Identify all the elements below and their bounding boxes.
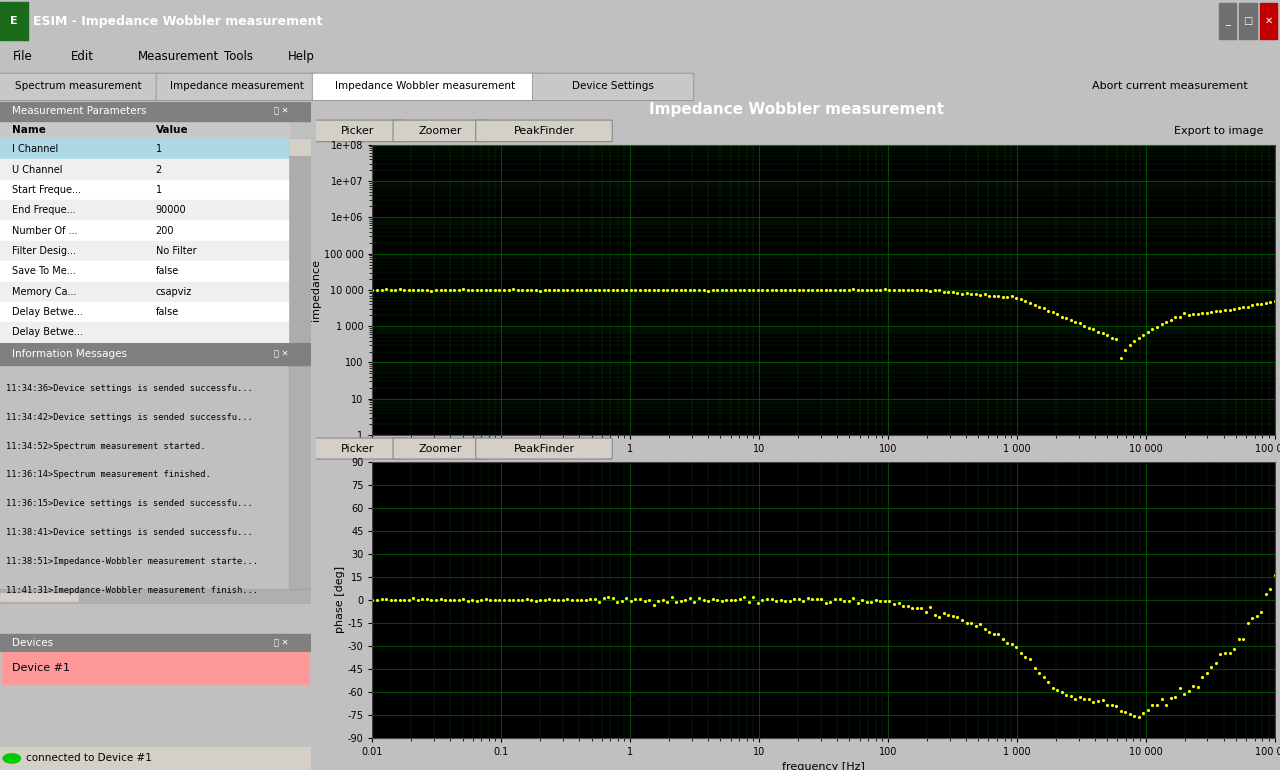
Text: 11:36:15>Device settings is sended successfu...: 11:36:15>Device settings is sended succe… <box>6 499 253 508</box>
Bar <box>1 652 310 684</box>
Text: Start Freque...: Start Freque... <box>13 185 82 195</box>
FancyBboxPatch shape <box>0 73 161 101</box>
Text: U Channel: U Channel <box>13 165 63 175</box>
Text: Number Of ...: Number Of ... <box>13 226 78 236</box>
Text: Abort current measurement: Abort current measurement <box>1092 82 1248 91</box>
Bar <box>0 200 289 220</box>
Text: Impedance Wobbler measurement: Impedance Wobbler measurement <box>335 81 515 91</box>
Text: Device Settings: Device Settings <box>572 81 654 91</box>
Text: 90000: 90000 <box>156 206 186 216</box>
Text: 11:34:42>Device settings is sended successfu...: 11:34:42>Device settings is sended succe… <box>6 413 253 422</box>
Text: End Freque...: End Freque... <box>13 206 76 216</box>
Circle shape <box>3 754 20 763</box>
Bar <box>289 365 311 589</box>
Text: Save To Me...: Save To Me... <box>13 266 77 276</box>
Bar <box>0 179 289 200</box>
Bar <box>1219 3 1236 39</box>
Bar <box>1260 3 1277 39</box>
Text: No Filter: No Filter <box>156 246 196 256</box>
Bar <box>0 589 311 604</box>
Text: 2: 2 <box>156 165 161 175</box>
Bar <box>0 220 289 241</box>
Text: 🗕 ✕: 🗕 ✕ <box>274 107 288 116</box>
Bar <box>289 139 311 343</box>
Text: csapviz: csapviz <box>156 286 192 296</box>
Text: Help: Help <box>288 50 315 63</box>
Bar <box>1239 3 1257 39</box>
X-axis label: frequency [Hz]: frequency [Hz] <box>782 762 865 770</box>
FancyBboxPatch shape <box>310 120 404 142</box>
Bar <box>0 747 311 770</box>
Bar <box>0 593 78 601</box>
FancyBboxPatch shape <box>393 438 488 459</box>
Text: Export to image: Export to image <box>1174 126 1263 136</box>
Text: Name: Name <box>13 125 46 135</box>
Text: Impedance Wobbler measurement: Impedance Wobbler measurement <box>649 102 945 117</box>
Text: File: File <box>13 50 32 63</box>
Y-axis label: phase [deg]: phase [deg] <box>334 566 344 634</box>
Bar <box>0 634 311 651</box>
Text: Zoomer: Zoomer <box>419 444 462 454</box>
Bar <box>0 139 289 159</box>
Bar <box>289 139 311 155</box>
Y-axis label: impedance: impedance <box>311 259 321 321</box>
Text: 🗕 ✕: 🗕 ✕ <box>274 349 288 358</box>
Text: Picker: Picker <box>340 444 374 454</box>
Text: □: □ <box>1243 16 1253 26</box>
FancyBboxPatch shape <box>532 73 694 101</box>
Text: Measurement: Measurement <box>138 50 219 63</box>
Text: 11:38:41>Device settings is sended successfu...: 11:38:41>Device settings is sended succe… <box>6 528 253 537</box>
Bar <box>0 343 311 365</box>
Text: Device #1: Device #1 <box>13 663 70 673</box>
Bar <box>0 102 311 121</box>
Text: false: false <box>156 266 179 276</box>
Text: PeakFinder: PeakFinder <box>513 126 575 136</box>
Text: Tools: Tools <box>224 50 253 63</box>
Text: 200: 200 <box>156 226 174 236</box>
Text: E: E <box>10 16 18 26</box>
Text: false: false <box>156 307 179 317</box>
Text: Measurement Parameters: Measurement Parameters <box>13 106 147 116</box>
Bar <box>0 302 289 323</box>
Text: Picker: Picker <box>340 126 374 136</box>
FancyBboxPatch shape <box>312 73 538 101</box>
Text: I Channel: I Channel <box>13 144 59 154</box>
Text: Delay Betwe...: Delay Betwe... <box>13 307 83 317</box>
Bar <box>0 159 289 179</box>
Text: 1: 1 <box>156 185 161 195</box>
Bar <box>0 121 289 139</box>
FancyBboxPatch shape <box>476 438 612 459</box>
Text: 11:41:31>Imepdance-Wobbler measurement finish...: 11:41:31>Imepdance-Wobbler measurement f… <box>6 585 259 594</box>
Bar <box>0 241 289 261</box>
Text: Filter Desig...: Filter Desig... <box>13 246 77 256</box>
Text: _: _ <box>1225 16 1230 26</box>
FancyBboxPatch shape <box>156 73 317 101</box>
Text: ESIM - Impedance Wobbler measurement: ESIM - Impedance Wobbler measurement <box>33 15 323 28</box>
Text: Memory Ca...: Memory Ca... <box>13 286 77 296</box>
Bar <box>0 2 28 40</box>
Text: 1: 1 <box>156 144 161 154</box>
Text: Impedance measurement: Impedance measurement <box>170 81 303 91</box>
Text: Information Messages: Information Messages <box>13 349 128 359</box>
Text: 11:34:52>Spectrum measurement started.: 11:34:52>Spectrum measurement started. <box>6 441 206 450</box>
Text: 11:38:51>Impedance-Wobbler measurement starte...: 11:38:51>Impedance-Wobbler measurement s… <box>6 557 259 566</box>
Text: 11:34:36>Device settings is sended successfu...: 11:34:36>Device settings is sended succe… <box>6 384 253 393</box>
Text: Devices: Devices <box>13 638 54 648</box>
Text: Value: Value <box>156 125 188 135</box>
Text: Zoomer: Zoomer <box>419 126 462 136</box>
Text: Edit: Edit <box>70 50 93 63</box>
Text: 🗕 ✕: 🗕 ✕ <box>274 638 288 647</box>
Text: PeakFinder: PeakFinder <box>513 444 575 454</box>
Bar <box>0 323 289 343</box>
Text: Delay Betwe...: Delay Betwe... <box>13 327 83 337</box>
Text: ✕: ✕ <box>1265 16 1272 26</box>
Text: connected to Device #1: connected to Device #1 <box>27 753 152 763</box>
Text: Spectrum measurement: Spectrum measurement <box>15 81 141 91</box>
FancyBboxPatch shape <box>310 438 404 459</box>
Bar <box>0 261 289 282</box>
FancyBboxPatch shape <box>476 120 612 142</box>
Text: 11:36:14>Spectrum measurement finished.: 11:36:14>Spectrum measurement finished. <box>6 470 211 480</box>
Bar <box>0 282 289 302</box>
FancyBboxPatch shape <box>393 120 488 142</box>
